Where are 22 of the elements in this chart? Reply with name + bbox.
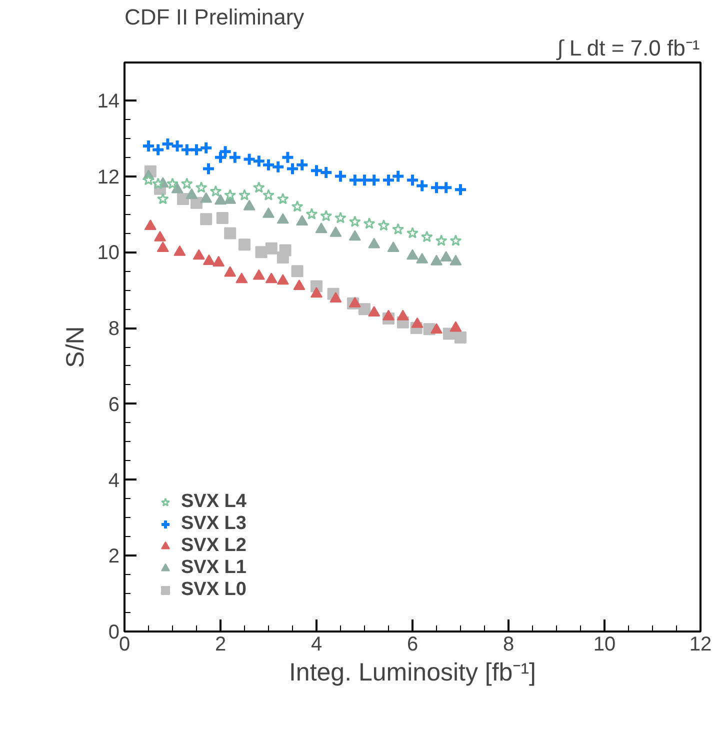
x-tick-label: 2 bbox=[214, 634, 226, 656]
x-tick-label: 4 bbox=[310, 634, 322, 656]
y-tick-label: 12 bbox=[97, 166, 120, 188]
y-axis-title: S/N bbox=[61, 326, 90, 368]
x-tick-label: 10 bbox=[593, 634, 616, 656]
legend-label: SVX L2 bbox=[181, 535, 246, 557]
chart-title: CDF II Preliminary bbox=[124, 4, 304, 30]
y-tick-label: 14 bbox=[97, 90, 120, 112]
x-tick-label: 6 bbox=[406, 634, 418, 656]
x-axis-title: Integ. Luminosity [fb⁻¹] bbox=[289, 658, 536, 686]
y-tick-label: 8 bbox=[108, 318, 120, 340]
x-tick-label: 8 bbox=[502, 634, 514, 656]
x-tick-label: 12 bbox=[689, 634, 712, 656]
legend-label: SVX L1 bbox=[181, 557, 246, 579]
y-tick-label: 6 bbox=[108, 394, 120, 416]
y-tick-label: 10 bbox=[97, 242, 120, 264]
text: ∫ L dt = 7.0 fb⁻¹ bbox=[555, 36, 700, 60]
legend-label: SVX L0 bbox=[181, 579, 246, 601]
y-tick-label: 4 bbox=[108, 470, 120, 492]
y-tick-label: 2 bbox=[108, 546, 120, 568]
legend-label: SVX L3 bbox=[181, 513, 246, 535]
legend-label: SVX L4 bbox=[181, 491, 246, 513]
